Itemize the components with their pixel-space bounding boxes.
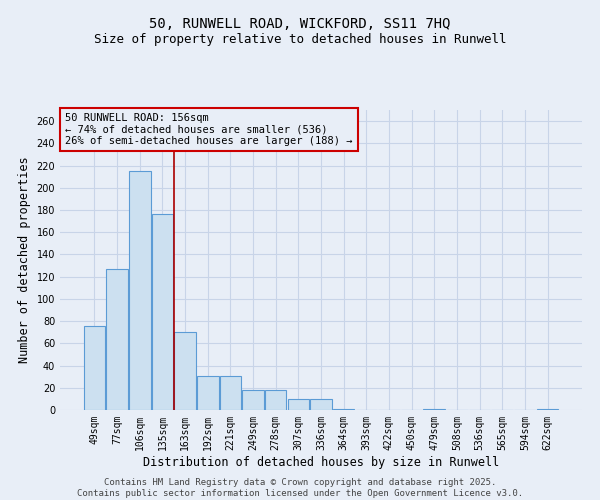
Bar: [175, 332, 196, 410]
Y-axis label: Number of detached properties: Number of detached properties: [18, 156, 31, 364]
Text: Contains HM Land Registry data © Crown copyright and database right 2025.
Contai: Contains HM Land Registry data © Crown c…: [77, 478, 523, 498]
Bar: [84, 326, 105, 410]
Text: 50, RUNWELL ROAD, WICKFORD, SS11 7HQ: 50, RUNWELL ROAD, WICKFORD, SS11 7HQ: [149, 18, 451, 32]
Text: 50 RUNWELL ROAD: 156sqm
← 74% of detached houses are smaller (536)
26% of semi-d: 50 RUNWELL ROAD: 156sqm ← 74% of detache…: [65, 113, 353, 146]
Bar: [310, 399, 332, 410]
Bar: [537, 409, 558, 410]
Bar: [197, 376, 218, 410]
X-axis label: Distribution of detached houses by size in Runwell: Distribution of detached houses by size …: [143, 456, 499, 468]
Bar: [106, 269, 128, 410]
Bar: [152, 214, 173, 410]
Bar: [333, 409, 355, 410]
Bar: [265, 390, 286, 410]
Bar: [220, 376, 241, 410]
Text: Size of property relative to detached houses in Runwell: Size of property relative to detached ho…: [94, 32, 506, 46]
Bar: [242, 390, 264, 410]
Bar: [129, 171, 151, 410]
Bar: [424, 409, 445, 410]
Bar: [287, 399, 309, 410]
